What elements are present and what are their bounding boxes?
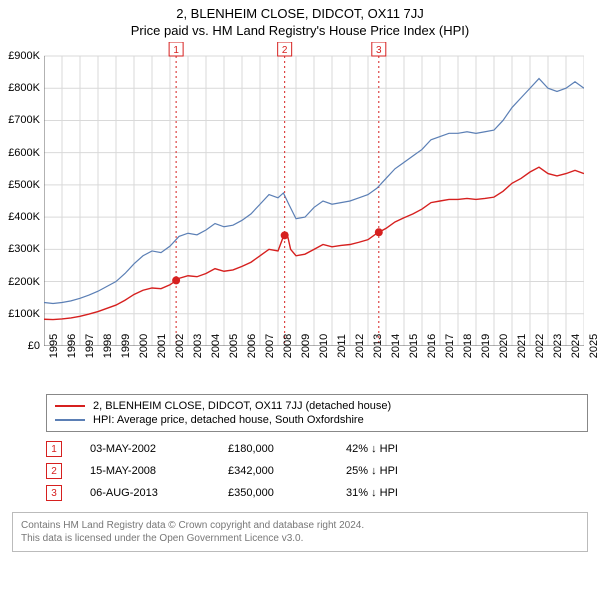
x-tick-label: 2014 [386, 334, 402, 358]
y-tick-label: £200K [8, 276, 44, 288]
marker-delta: 31% ↓ HPI [346, 487, 398, 499]
x-tick-label: 2007 [260, 334, 276, 358]
marker-delta: 25% ↓ HPI [346, 465, 398, 477]
marker-number-box: 2 [46, 463, 62, 479]
x-tick-label: 2005 [224, 334, 240, 358]
chart-subtitle: Price paid vs. HM Land Registry's House … [0, 21, 600, 42]
x-tick-label: 2021 [512, 334, 528, 358]
legend-item: HPI: Average price, detached house, Sout… [55, 413, 579, 427]
marker-price: £350,000 [228, 487, 318, 499]
y-tick-label: £100K [8, 308, 44, 320]
marker-delta: 42% ↓ HPI [346, 443, 398, 455]
x-tick-label: 2003 [188, 334, 204, 358]
x-tick-label: 2010 [314, 334, 330, 358]
footer-line: This data is licensed under the Open Gov… [21, 532, 579, 545]
marker-number-box: 3 [46, 485, 62, 501]
chart-title: 2, BLENHEIM CLOSE, DIDCOT, OX11 7JJ [0, 0, 600, 21]
y-tick-label: £700K [8, 114, 44, 126]
marker-price: £180,000 [228, 443, 318, 455]
legend-swatch [55, 405, 85, 407]
x-tick-label: 2016 [422, 334, 438, 358]
x-tick-label: 1998 [98, 334, 114, 358]
y-tick-label: £400K [8, 211, 44, 223]
x-tick-label: 2009 [296, 334, 312, 358]
marker-price: £342,000 [228, 465, 318, 477]
svg-text:3: 3 [376, 45, 382, 56]
x-tick-label: 2006 [242, 334, 258, 358]
x-tick-label: 2020 [494, 334, 510, 358]
x-tick-label: 2015 [404, 334, 420, 358]
x-tick-label: 2022 [530, 334, 546, 358]
y-tick-label: £600K [8, 147, 44, 159]
x-tick-label: 1997 [80, 334, 96, 358]
marker-flag: 3 [372, 42, 386, 56]
marker-date: 03-MAY-2002 [90, 443, 200, 455]
x-tick-label: 2023 [548, 334, 564, 358]
marker-flag: 1 [169, 42, 183, 56]
marker-date: 06-AUG-2013 [90, 487, 200, 499]
svg-text:1: 1 [173, 45, 179, 56]
marker-number-box: 1 [46, 441, 62, 457]
marker-row: 3 06-AUG-2013 £350,000 31% ↓ HPI [46, 482, 588, 504]
marker-row: 1 03-MAY-2002 £180,000 42% ↓ HPI [46, 438, 588, 460]
attribution-footer: Contains HM Land Registry data © Crown c… [12, 512, 588, 552]
x-tick-label: 2004 [206, 334, 222, 358]
x-tick-label: 2002 [170, 334, 186, 358]
x-tick-label: 2013 [368, 334, 384, 358]
x-tick-label: 2018 [458, 334, 474, 358]
legend-label: HPI: Average price, detached house, Sout… [93, 414, 364, 426]
x-tick-label: 2011 [332, 334, 348, 358]
legend-swatch [55, 419, 85, 421]
legend: 2, BLENHEIM CLOSE, DIDCOT, OX11 7JJ (det… [46, 394, 588, 432]
sale-point [172, 276, 180, 284]
y-tick-label: £300K [8, 243, 44, 255]
y-tick-label: £900K [8, 50, 44, 62]
footer-line: Contains HM Land Registry data © Crown c… [21, 519, 579, 532]
x-tick-label: 2001 [152, 334, 168, 358]
marker-row: 2 15-MAY-2008 £342,000 25% ↓ HPI [46, 460, 588, 482]
y-tick-label: £800K [8, 82, 44, 94]
x-tick-label: 2025 [584, 334, 600, 358]
sale-point [375, 228, 383, 236]
x-tick-label: 1995 [44, 334, 60, 358]
x-tick-label: 2000 [134, 334, 150, 358]
chart-area: £0£100K£200K£300K£400K£500K£600K£700K£80… [44, 42, 584, 346]
sale-point [281, 231, 289, 239]
x-tick-label: 1996 [62, 334, 78, 358]
x-tick-label: 2012 [350, 334, 366, 358]
x-tick-label: 2024 [566, 334, 582, 358]
chart-svg: 1 2 3 [44, 42, 584, 346]
y-tick-label: £500K [8, 179, 44, 191]
legend-label: 2, BLENHEIM CLOSE, DIDCOT, OX11 7JJ (det… [93, 400, 391, 412]
x-tick-label: 2019 [476, 334, 492, 358]
marker-flag: 2 [278, 42, 292, 56]
legend-item: 2, BLENHEIM CLOSE, DIDCOT, OX11 7JJ (det… [55, 399, 579, 413]
x-tick-label: 2008 [278, 334, 294, 358]
markers-table: 1 03-MAY-2002 £180,000 42% ↓ HPI 2 15-MAY-200… [46, 438, 588, 504]
marker-date: 15-MAY-2008 [90, 465, 200, 477]
y-tick-label: £0 [28, 340, 44, 352]
x-tick-label: 1999 [116, 334, 132, 358]
x-tick-label: 2017 [440, 334, 456, 358]
svg-text:2: 2 [282, 45, 288, 56]
